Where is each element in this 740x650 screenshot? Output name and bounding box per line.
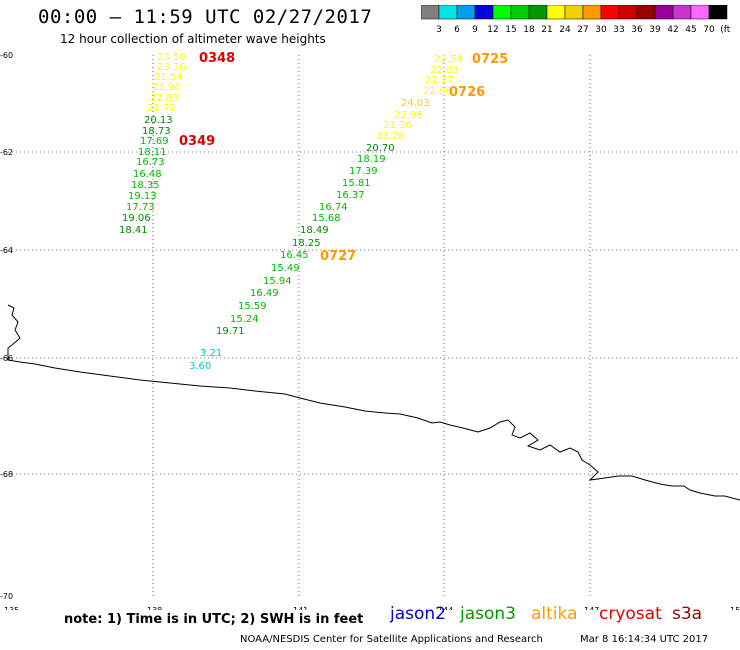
colorbar-tick-label: 24: [559, 25, 571, 35]
swh-value-label: 15.94: [263, 276, 292, 287]
swh-value-label: 20.70: [366, 143, 395, 154]
swh-value-label: 21.72: [147, 103, 176, 114]
swh-value-label: 21.54: [154, 72, 183, 83]
satellite-legend-item: s3a: [672, 604, 703, 624]
wave-height-map: 135 138 141 144 147 150 -60 -62 -64 -66 -68 -70 23.…: [0, 51, 740, 610]
swh-value-label: 24.03: [401, 98, 430, 109]
pass-time-label: 0348: [199, 51, 235, 66]
satellite-legend-item: altika: [531, 604, 578, 624]
swh-value-label: 18.25: [292, 238, 321, 249]
colorbar-tick-label: 3: [436, 25, 442, 35]
credit-line: NOAA/NESDIS Center for Satellite Applica…: [240, 634, 543, 645]
swh-value-label: 22.83: [430, 65, 459, 76]
colorbar-tick-label: 42: [667, 25, 678, 35]
swh-value-label: 22.83: [150, 93, 179, 104]
latitude-label: -68: [0, 470, 13, 479]
swh-value-label: 23.50: [157, 52, 186, 63]
pass-time-label: 0727: [320, 249, 356, 264]
swh-value-label: 18.35: [131, 180, 160, 191]
longitude-label: 135: [4, 606, 19, 610]
swh-value-label: 19.06: [122, 213, 151, 224]
latitude-label: -60: [0, 51, 13, 60]
pass-time-label: 0349: [179, 134, 215, 149]
swh-value-label: 16.73: [136, 157, 165, 168]
swh-value-label: 3.21: [200, 348, 222, 359]
swh-value-label: 19.13: [128, 191, 157, 202]
latitude-label: -62: [0, 148, 13, 157]
swh-value-label: 17.73: [126, 202, 155, 213]
swh-value-label: 16.74: [319, 202, 348, 213]
colorbar-tick-label: 36: [631, 25, 643, 35]
colorbar-tick-label: 6: [454, 25, 460, 35]
swh-value-label: 20.13: [144, 115, 173, 126]
antarctic-coastline: [7, 304, 740, 501]
satellite-legend-item: jason3: [460, 604, 516, 624]
graticule-grid: 135 138 141 144 147 150 -60 -62 -64 -66 -68 -70: [0, 51, 740, 610]
satellite-legend-item: jason2: [390, 604, 446, 624]
swh-value-label: 3.60: [189, 361, 211, 372]
longitude-label: 147: [584, 606, 599, 610]
swh-value-label: 18.49: [300, 225, 329, 236]
colorbar-tick-label: 9: [472, 25, 478, 35]
swh-labels-layer: 23.5023.3621.5421.9622.8321.7220.1318.73…: [119, 52, 463, 372]
swh-value-label: 18.73: [142, 126, 171, 137]
map-subtitle: 12 hour collection of altimeter wave hei…: [60, 32, 326, 46]
colorbar-tick-label: 15: [505, 25, 516, 35]
swh-value-label: 19.71: [216, 326, 245, 337]
swh-value-label: 21.36: [383, 120, 412, 131]
latitude-label: -66: [0, 354, 13, 363]
swh-value-label: 17.39: [349, 166, 378, 177]
map-note: note: 1) Time is in UTC; 2) SWH is in fe…: [64, 612, 364, 627]
swh-value-label: 22.27: [425, 75, 454, 86]
pass-time-label: 0725: [472, 52, 508, 67]
swh-value-label: 15.59: [238, 301, 267, 312]
pass-time-label: 0726: [449, 85, 485, 100]
colorbar-tick-label: 39: [649, 25, 661, 35]
swh-value-label: 17.69: [140, 136, 169, 147]
colorbar-tick-label: 70: [703, 25, 715, 35]
swh-value-label: 22.96: [423, 86, 452, 97]
swh-value-label: 15.81: [342, 178, 371, 189]
swh-value-label: 16.48: [133, 169, 162, 180]
colorbar-tick-label: 45: [685, 25, 696, 35]
pass-time-labels-layer: 0348 0349 0725 0726 0727: [179, 51, 508, 264]
colorbar-tick-label: (ft): [720, 25, 731, 35]
swh-value-label: 22.98: [394, 110, 423, 121]
color-swatch: [708, 5, 728, 20]
swh-value-label: 18.41: [119, 225, 148, 236]
swh-value-label: 18.11: [138, 147, 167, 158]
swh-value-label: 16.45: [280, 250, 309, 261]
longitude-label: 138: [147, 606, 162, 610]
satellite-legend-item: cryosat: [599, 604, 662, 624]
colorbar-tick-label: 30: [595, 25, 607, 35]
swh-value-label: 18.19: [357, 154, 386, 165]
swh-value-label: 16.49: [250, 288, 279, 299]
swh-value-label: 23.26: [376, 131, 405, 142]
swh-value-label: 15.68: [312, 213, 341, 224]
swh-value-label: 16.37: [336, 190, 365, 201]
colorbar-tick-label: 33: [613, 25, 624, 35]
longitude-label: 141: [293, 606, 308, 610]
longitude-label: 144: [438, 606, 453, 610]
swh-value-label: 22.54: [434, 54, 463, 65]
swh-value-label: 23.36: [157, 62, 186, 73]
latitude-label: -70: [0, 592, 13, 601]
colorbar-tick-label: 27: [577, 25, 588, 35]
swh-value-label: 21.96: [152, 82, 181, 93]
colorbar-tick-label: 18: [523, 25, 535, 35]
colorbar-tick-label: 21: [541, 25, 552, 35]
swh-value-label: 15.24: [230, 314, 259, 325]
map-title: 00:00 – 11:59 UTC 02/27/2017: [38, 6, 373, 28]
swh-value-label: 15.49: [271, 263, 300, 274]
generated-timestamp: Mar 8 16:14:34 UTC 2017: [580, 634, 709, 645]
colorbar-tick-label: 12: [487, 25, 498, 35]
longitude-label: 150: [730, 606, 740, 610]
latitude-label: -64: [0, 246, 13, 255]
